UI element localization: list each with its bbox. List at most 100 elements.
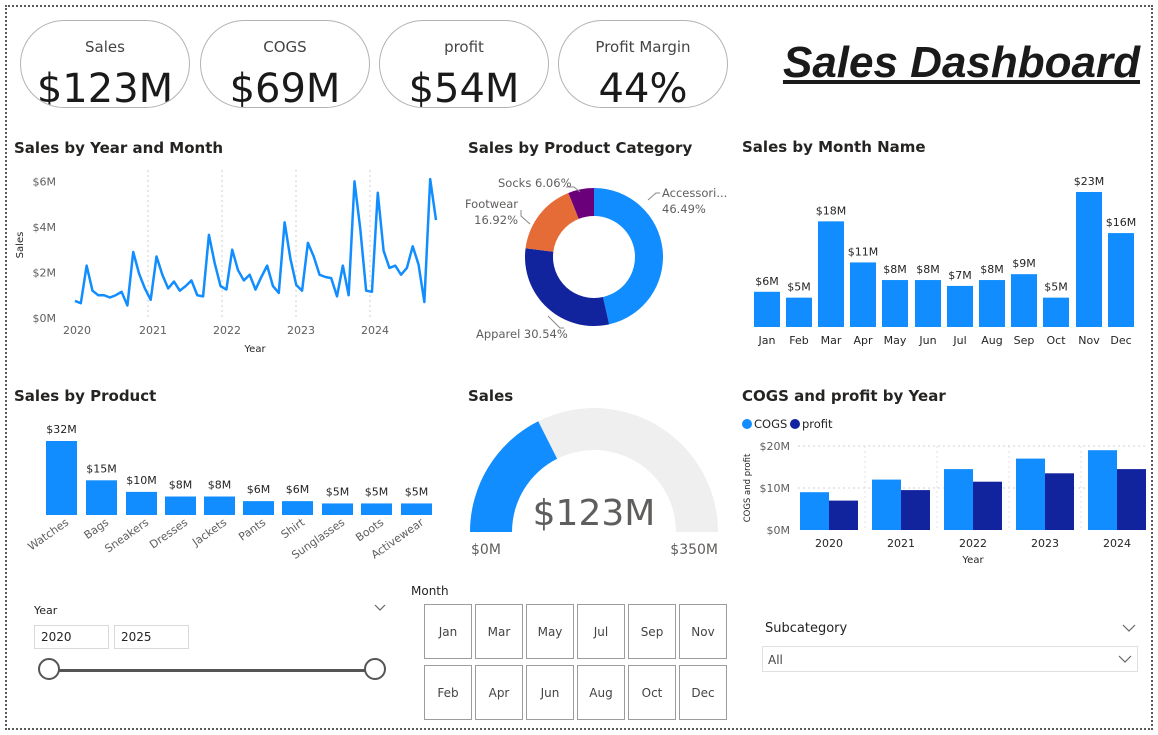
gauge-value-label: $123M: [533, 493, 656, 534]
year-slider-end-handle[interactable]: [364, 658, 386, 680]
slice-apparel: [525, 248, 610, 326]
chevron-down-icon[interactable]: [374, 603, 386, 613]
data-label: $6M: [286, 483, 310, 496]
month-button-aug[interactable]: Aug: [577, 665, 625, 720]
data-label: $5M: [1044, 281, 1068, 294]
y-tick-label: $10M: [760, 482, 791, 495]
legend-label-cogs: COGS: [754, 417, 787, 431]
data-label: $15M: [86, 462, 117, 475]
bar: [1011, 274, 1037, 327]
x-tick-label: Apr: [853, 334, 873, 347]
x-tick-label: 2020: [63, 324, 91, 337]
chevron-down-icon[interactable]: [1122, 623, 1136, 633]
month-button-apr[interactable]: Apr: [475, 665, 523, 720]
chevron-down-icon[interactable]: [1118, 654, 1132, 664]
subcategory-dropdown[interactable]: All: [762, 646, 1138, 672]
month-button-jul[interactable]: Jul: [577, 604, 625, 659]
bar-cogs: [800, 492, 829, 530]
x-tick-label: May: [884, 334, 907, 347]
cogs-chart-title: COGS and profit by Year: [742, 387, 946, 405]
bar: [401, 503, 432, 515]
data-label: $11M: [848, 245, 879, 258]
legend-label-profit: profit: [802, 417, 833, 431]
data-label: $7M: [948, 269, 972, 282]
donut-chart-title: Sales by Product Category: [468, 139, 693, 157]
bar-cogs: [1016, 458, 1045, 530]
month-chart-title: Sales by Month Name: [742, 138, 926, 156]
y-tick-label: $4M: [33, 221, 57, 234]
data-label: $6M: [247, 483, 271, 496]
sales-line-series: [74, 177, 438, 307]
bar-profit: [1045, 473, 1074, 530]
x-tick-label: 2022: [959, 537, 987, 550]
gauge-min-label: $0M: [471, 542, 501, 558]
data-label: $23M: [1074, 175, 1105, 188]
slice-accessories: [594, 188, 663, 325]
month-button-dec[interactable]: Dec: [679, 665, 727, 720]
month-button-may[interactable]: May: [526, 604, 574, 659]
month-button-nov[interactable]: Nov: [679, 604, 727, 659]
x-axis-title: Year: [243, 344, 266, 355]
data-label: $5M: [405, 485, 429, 498]
x-tick-label: Sneakers: [102, 516, 151, 556]
bar: [322, 503, 353, 515]
x-tick-label: Jan: [758, 334, 776, 347]
data-label: $32M: [46, 423, 77, 436]
kpi-card-cogs: COGS $69M: [200, 20, 370, 108]
bar: [1043, 297, 1069, 327]
year-slider-start-handle[interactable]: [38, 658, 60, 680]
x-axis-title: Year: [961, 555, 984, 566]
year-start-input[interactable]: 2020: [34, 625, 109, 649]
data-label: Footwear: [465, 197, 518, 211]
bar: [979, 280, 1005, 327]
data-label: Apparel 30.54%: [476, 327, 568, 341]
data-label: $5M: [326, 485, 350, 498]
bar: [786, 297, 812, 327]
x-tick-label: 2022: [213, 324, 241, 337]
bar: [282, 501, 313, 515]
month-button-jan[interactable]: Jan: [424, 604, 472, 659]
line-chart-title: Sales by Year and Month: [14, 139, 224, 157]
x-tick-label: Aug: [981, 334, 1002, 347]
legend-marker-profit: [790, 419, 800, 429]
x-tick-label: Shirt: [279, 515, 308, 541]
gauge-title: Sales: [468, 387, 514, 405]
month-button-feb[interactable]: Feb: [424, 665, 472, 720]
x-tick-label: Jul: [952, 334, 966, 347]
month-button-sep[interactable]: Sep: [628, 604, 676, 659]
kpi-label: Sales: [85, 38, 125, 56]
y-tick-label: $0M: [767, 524, 791, 537]
subcategory-slicer-label: Subcategory: [765, 621, 848, 636]
bar: [243, 501, 274, 515]
year-end-input[interactable]: 2025: [114, 625, 189, 649]
month-button-mar[interactable]: Mar: [475, 604, 523, 659]
kpi-label: COGS: [263, 38, 307, 56]
leader-line: [647, 192, 660, 201]
data-label: $18M: [816, 204, 847, 217]
data-label: $8M: [916, 263, 940, 276]
data-label: 46.49%: [662, 202, 706, 216]
x-tick-label: Jun: [918, 334, 936, 347]
kpi-value: $69M: [229, 66, 341, 108]
data-label: $8M: [208, 479, 232, 492]
x-tick-label: Nov: [1078, 334, 1100, 347]
bar: [46, 441, 77, 515]
x-tick-label: Feb: [789, 334, 808, 347]
month-button-jun[interactable]: Jun: [526, 665, 574, 720]
bar: [754, 291, 780, 327]
data-label: $5M: [787, 281, 811, 294]
kpi-value: 44%: [598, 66, 688, 108]
kpi-value: $54M: [408, 66, 520, 108]
x-tick-label: Mar: [821, 334, 842, 347]
bar-cogs: [872, 479, 901, 530]
dashboard-title: Sales Dashboard: [782, 38, 1140, 87]
product-chart-title: Sales by Product: [14, 387, 157, 405]
y-tick-label: $2M: [33, 266, 57, 279]
bar-profit: [901, 490, 930, 530]
x-tick-label: Boots: [353, 516, 386, 545]
kpi-card-profit: profit $54M: [379, 20, 549, 108]
x-tick-label: 2021: [887, 537, 915, 550]
month-button-oct[interactable]: Oct: [628, 665, 676, 720]
x-tick-label: Dec: [1110, 334, 1131, 347]
